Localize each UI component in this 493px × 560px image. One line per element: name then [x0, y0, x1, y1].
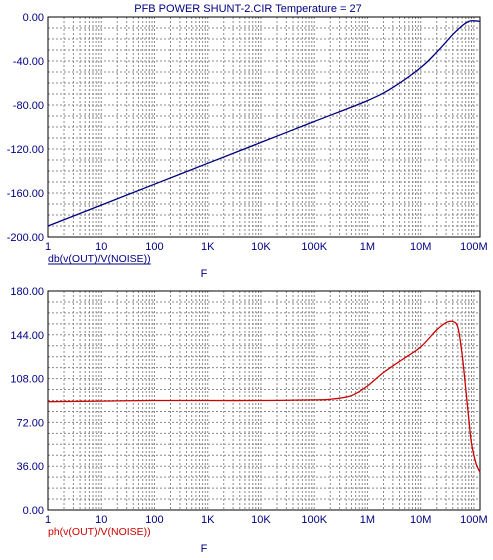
- phase-x-tick-labels: 1 10 100 1K 10K 100K 1M 10M 100M: [45, 514, 488, 526]
- magnitude-x-tick-label: 100K: [301, 241, 327, 253]
- phase-x-tick-label: 10K: [251, 514, 271, 526]
- magnitude-x-tick-label: 1: [45, 241, 51, 253]
- magnitude-y-tick-label: -160.00: [7, 188, 44, 200]
- phase-x-tick-label: 10M: [410, 514, 431, 526]
- chart-title: PFB POWER SHUNT-2.CIR Temperature = 27: [134, 3, 362, 15]
- magnitude-expression-label: db(v(OUT)/V(NOISE)): [48, 253, 151, 265]
- magnitude-x-tick-label: 10: [95, 241, 107, 253]
- phase-y-tick-label: 36.00: [16, 461, 44, 473]
- phase-x-tick-label: 1M: [360, 514, 375, 526]
- phase-x-tick-label: 10: [95, 514, 107, 526]
- phase-x-tick-label: 1K: [201, 514, 215, 526]
- phase-x-tick-label: 100K: [301, 514, 327, 526]
- magnitude-grid: [48, 17, 480, 237]
- phase-x-variable: F: [201, 543, 208, 555]
- phase-y-tick-label: 0.00: [23, 505, 44, 517]
- magnitude-x-tick-labels: 1 10 100 1K 10K 100K 1M 10M 100M: [45, 241, 488, 253]
- magnitude-y-tick-labels: 0.00 -40.00 -80.00 -120.00 -160.00 -200.00: [7, 12, 44, 244]
- phase-y-tick-label: 144.00: [10, 330, 44, 342]
- magnitude-x-tick-label: 10M: [410, 241, 431, 253]
- magnitude-x-tick-label: 1K: [201, 241, 215, 253]
- magnitude-y-tick-label: -200.00: [7, 232, 44, 244]
- magnitude-x-tick-label: 100: [145, 241, 163, 253]
- phase-y-tick-label: 108.00: [10, 374, 44, 386]
- phase-x-tick-label: 1: [45, 514, 51, 526]
- phase-x-tick-label: 100M: [460, 514, 488, 526]
- phase-y-tick-labels: 180.00 144.00 108.00 72.00 36.00 0.00: [10, 286, 44, 517]
- phase-y-tick-label: 180.00: [10, 286, 44, 298]
- magnitude-plot-frame: [47, 16, 481, 238]
- magnitude-x-variable: F: [201, 268, 208, 280]
- phase-trace: [47, 320, 481, 473]
- magnitude-y-tick-label: -80.00: [13, 100, 44, 112]
- magnitude-y-tick-label: -120.00: [7, 144, 44, 156]
- magnitude-x-tick-label: 100M: [460, 241, 488, 253]
- phase-expression-label: ph(v(OUT)/V(NOISE)): [48, 526, 151, 538]
- magnitude-y-tick-label: -40.00: [13, 56, 44, 68]
- phase-y-tick-label: 72.00: [16, 417, 44, 429]
- magnitude-trace: [47, 20, 481, 227]
- magnitude-y-tick-label: 0.00: [23, 12, 44, 24]
- phase-plot-frame: [47, 290, 481, 511]
- phase-x-tick-label: 100: [145, 514, 163, 526]
- magnitude-x-tick-label: 10K: [251, 241, 271, 253]
- magnitude-x-tick-label: 1M: [360, 241, 375, 253]
